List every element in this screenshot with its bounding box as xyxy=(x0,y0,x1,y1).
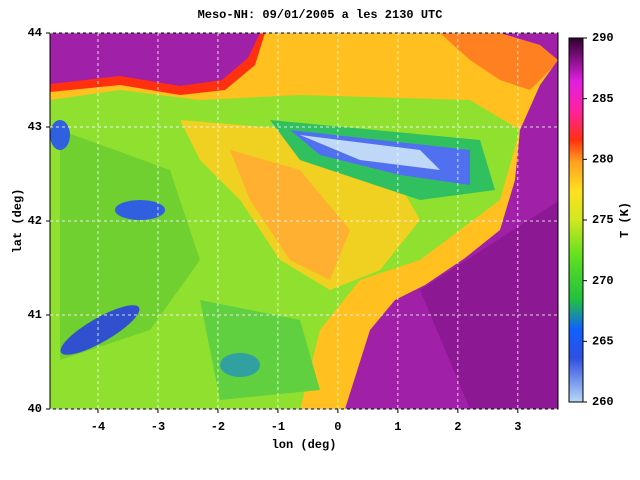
chart-title: Meso-NH: 09/01/2005 a les 2130 UTC xyxy=(198,8,443,22)
y-tick-label: 44 xyxy=(28,26,42,40)
colorbar xyxy=(568,37,584,403)
y-axis-label: lat (deg) xyxy=(11,189,25,254)
y-tick-label: 41 xyxy=(28,308,42,322)
colorbar-label: T (K) xyxy=(618,202,632,238)
colorbar-tick-label: 280 xyxy=(592,153,614,167)
x-tick-label: -2 xyxy=(211,420,225,434)
x-tick-label: 2 xyxy=(454,420,461,434)
colorbar-tick-label: 290 xyxy=(592,31,614,45)
colorbar-tick-label: 270 xyxy=(592,274,614,288)
x-tick-label: 0 xyxy=(334,420,341,434)
x-axis-label: lon (deg) xyxy=(272,438,337,452)
colorbar-tick-label: 275 xyxy=(592,213,614,227)
y-tick-label: 40 xyxy=(28,402,42,416)
x-tick-label: 1 xyxy=(394,420,401,434)
x-tick-label: -3 xyxy=(151,420,165,434)
x-tick-label: 3 xyxy=(514,420,521,434)
x-tick-label: -1 xyxy=(271,420,285,434)
colorbar-tick-label: 285 xyxy=(592,92,614,106)
x-tick-label: -4 xyxy=(91,420,105,434)
colorbar-tick-label: 260 xyxy=(592,395,614,409)
y-tick-label: 43 xyxy=(28,120,42,134)
colorbar-tick-label: 265 xyxy=(592,335,614,349)
y-tick-label: 42 xyxy=(28,214,42,228)
